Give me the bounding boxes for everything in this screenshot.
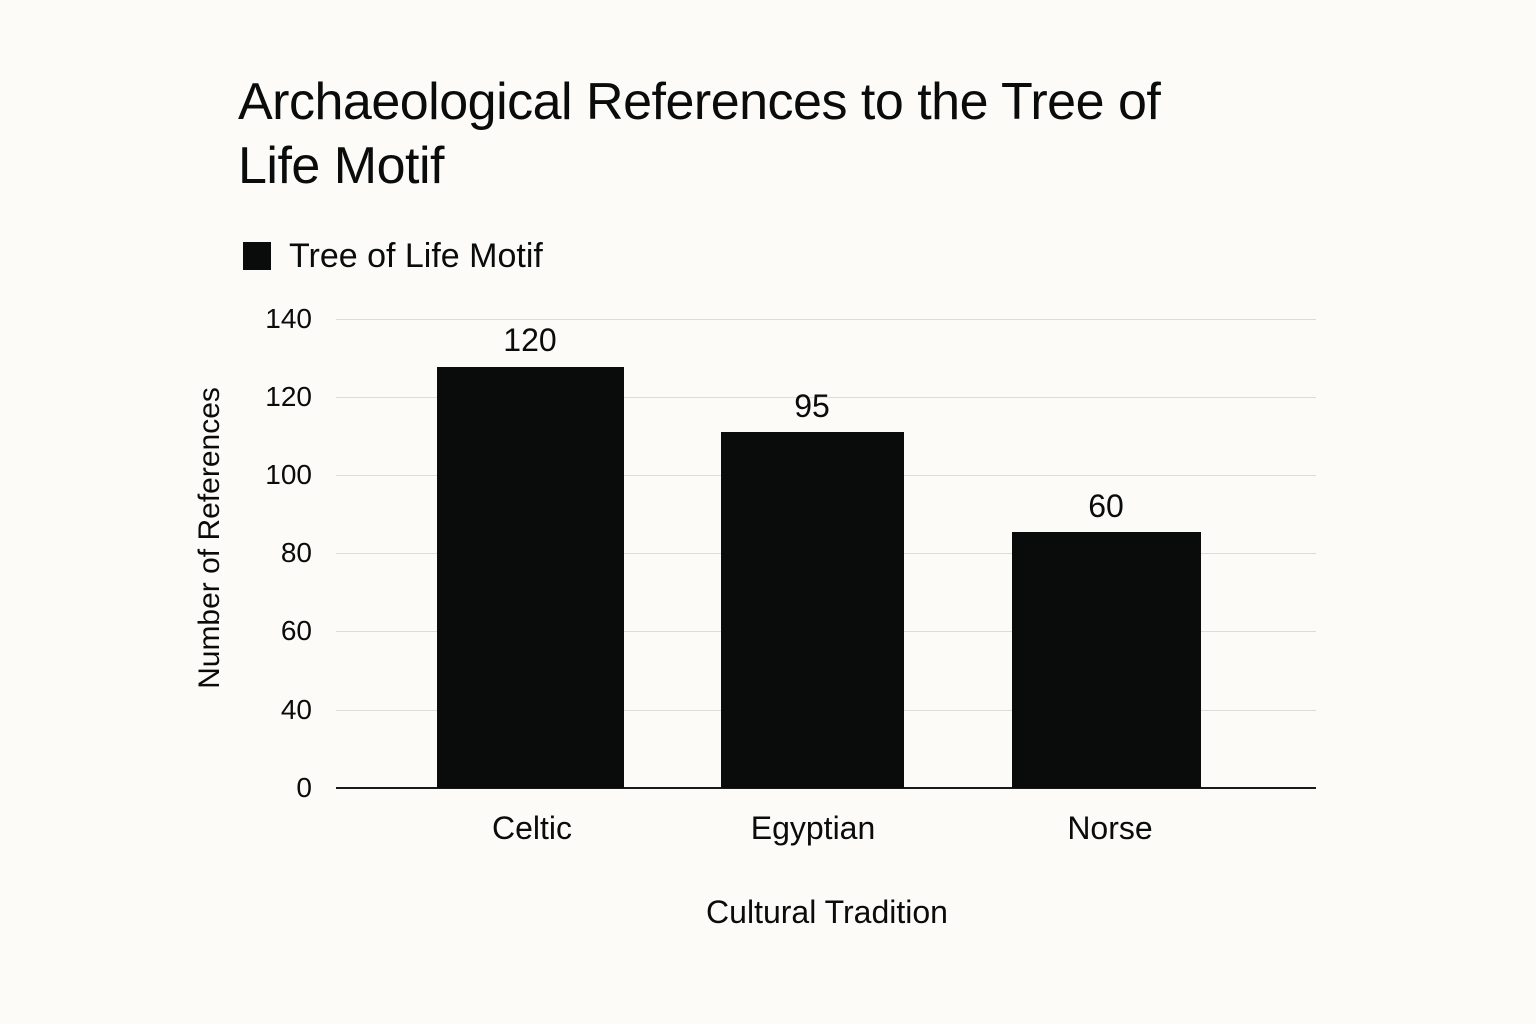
bar-egyptian [721, 432, 904, 788]
x-tick-label: Celtic [491, 810, 572, 846]
gridline [336, 319, 1316, 320]
legend-swatch-icon [243, 242, 271, 270]
legend-label: Tree of Life Motif [289, 237, 543, 275]
y-axis-title: Number of References [193, 387, 226, 689]
x-axis-title: Cultural Tradition [706, 894, 948, 930]
y-tick-label: 0 [296, 772, 312, 803]
legend: Tree of Life Motif [243, 236, 543, 276]
y-tick-label: 80 [280, 537, 312, 568]
bar-value-label: 95 [794, 388, 830, 424]
x-tick-label: Egyptian [750, 810, 876, 846]
y-tick-label: 100 [265, 459, 312, 490]
y-tick-label: 40 [280, 694, 312, 725]
bar-value-label: 60 [1088, 488, 1124, 524]
y-tick-label: 140 [265, 303, 312, 334]
y-tick-label: 60 [280, 615, 312, 646]
y-tick-label: 120 [265, 381, 312, 412]
x-axis-line [336, 787, 1316, 789]
bar-norse [1012, 532, 1201, 788]
bar-celtic [437, 367, 624, 788]
bar-value-label: 120 [503, 322, 557, 358]
x-tick-label: Norse [1067, 810, 1153, 846]
gridline [336, 397, 1316, 398]
chart-title: Archaeological References to the Tree of… [238, 73, 1161, 195]
